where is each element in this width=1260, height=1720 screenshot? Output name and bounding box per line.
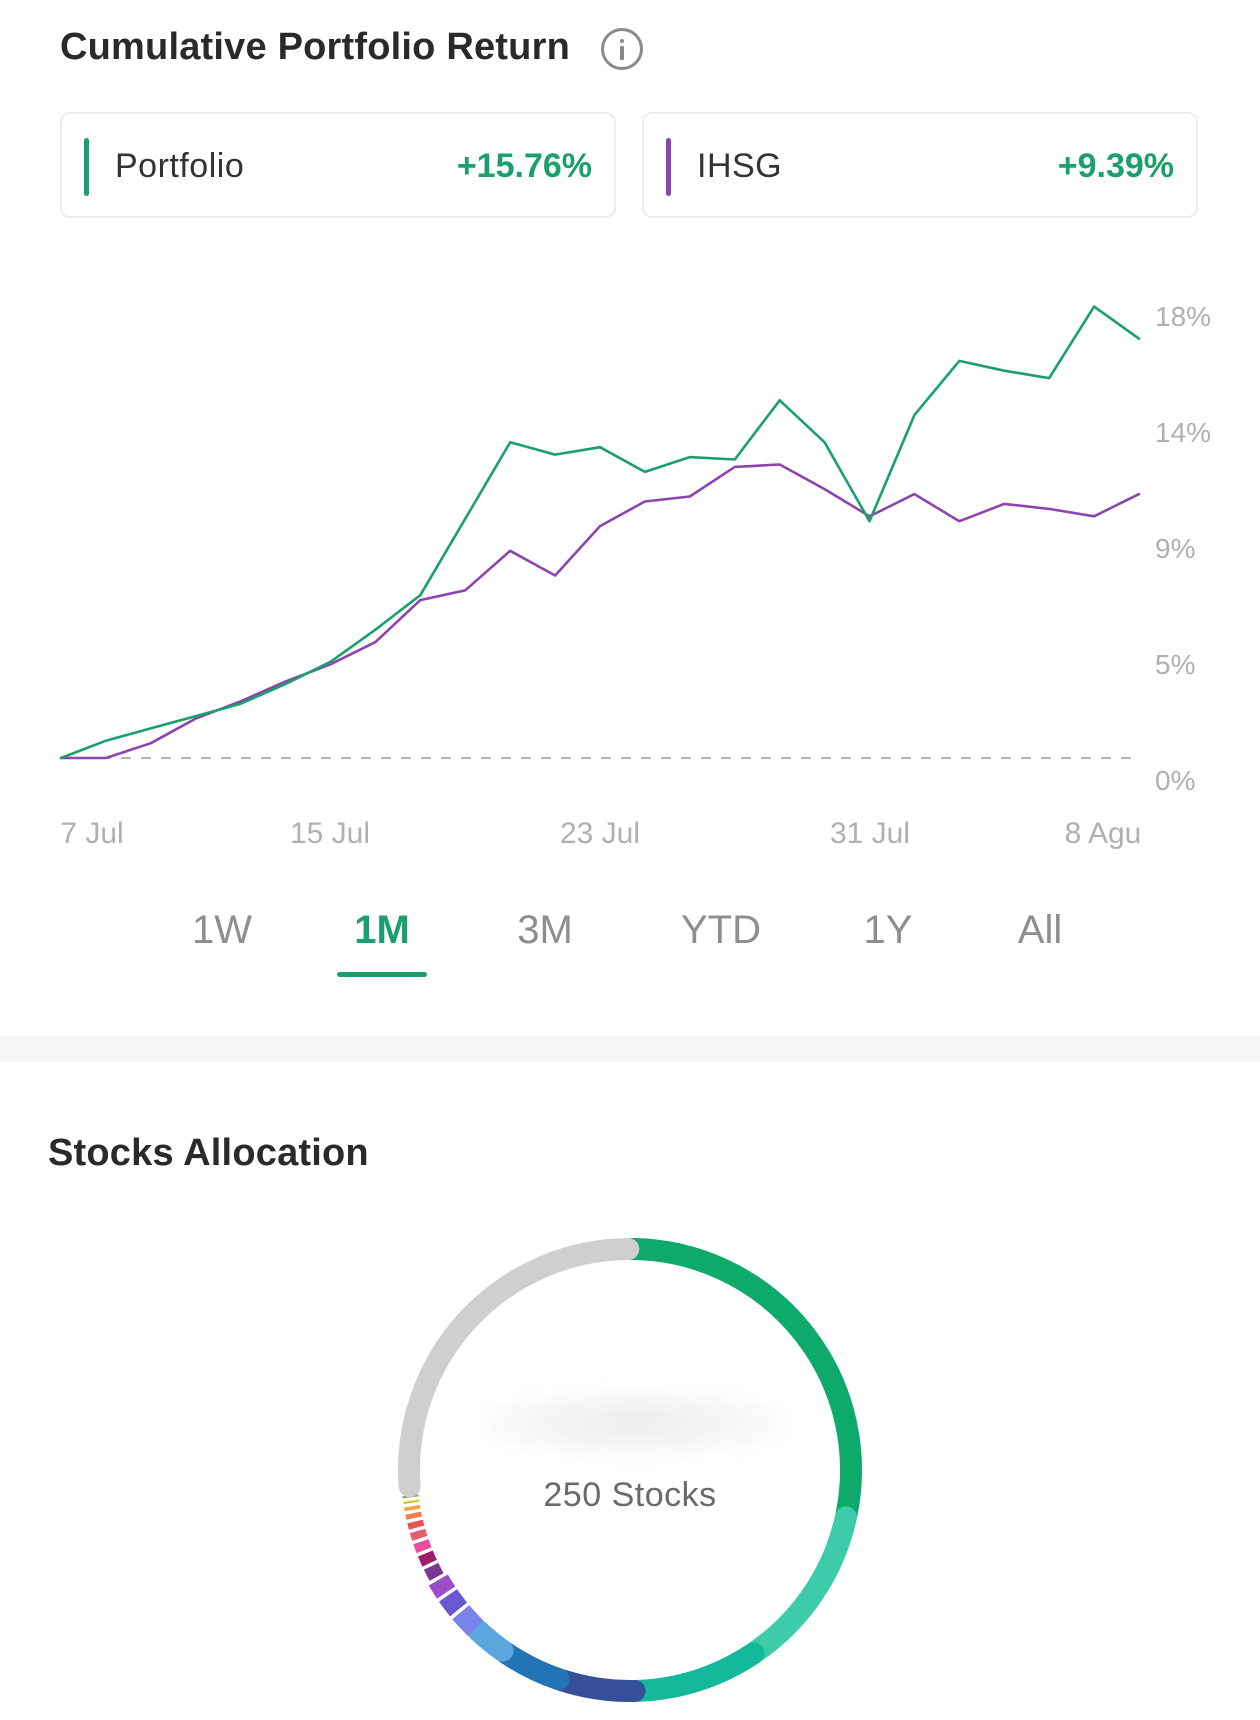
- x-tick-label: 23 Jul: [560, 817, 640, 850]
- donut-segment[interactable]: [627, 1642, 765, 1702]
- page-title: Cumulative Portfolio Return: [60, 26, 570, 68]
- y-tick-label: 18%: [1155, 301, 1211, 332]
- donut-segment[interactable]: [452, 1604, 484, 1637]
- ihsg-summary-card[interactable]: IHSG +9.39%: [642, 112, 1198, 218]
- tab-1y[interactable]: 1Y: [863, 908, 913, 952]
- donut-segment[interactable]: [423, 1562, 444, 1581]
- allocation-title: Stocks Allocation: [48, 1132, 369, 1174]
- donut-segment[interactable]: [398, 1238, 640, 1498]
- donut-segment[interactable]: [417, 1550, 437, 1567]
- tab-3m[interactable]: 3M: [517, 908, 573, 952]
- active-tab-indicator: [337, 972, 427, 977]
- y-tick-label: 14%: [1155, 417, 1211, 448]
- stocks-count-label: 250 Stocks: [543, 1476, 717, 1514]
- series-line-ihsg: [59, 463, 1141, 760]
- range-tabs: 1W 1M 3M YTD 1Y All: [0, 900, 1260, 980]
- tab-ytd[interactable]: YTD: [681, 908, 761, 952]
- portfolio-summary-card[interactable]: Portfolio +15.76%: [60, 112, 616, 218]
- donut-segment[interactable]: [620, 1238, 862, 1525]
- portfolio-label: Portfolio: [115, 147, 245, 185]
- donut-segment[interactable]: [407, 1519, 425, 1530]
- x-tick-label: 7 Jul: [60, 817, 123, 850]
- x-tick-label: 31 Jul: [830, 817, 910, 850]
- donut-segment[interactable]: [428, 1574, 456, 1599]
- return-line-chart[interactable]: 18% 14% 9% 5% 0% 7 Jul 15 Jul 23 Jul 31 Jul 8 Agu: [0, 270, 1260, 870]
- y-tick-label: 0%: [1155, 765, 1195, 796]
- donut-segment[interactable]: [494, 1641, 570, 1691]
- y-tick-label: 9%: [1155, 533, 1195, 564]
- donut-segment[interactable]: [438, 1589, 468, 1617]
- tab-all[interactable]: All: [1017, 908, 1063, 952]
- donut-segment[interactable]: [550, 1669, 646, 1702]
- ihsg-return-value: +9.39%: [1057, 147, 1174, 185]
- tab-1m[interactable]: 1M: [354, 908, 410, 952]
- donut-segment[interactable]: [413, 1539, 432, 1554]
- series-line-portfolio: [59, 305, 1141, 760]
- donut-segment[interactable]: [409, 1528, 428, 1541]
- donut-segment[interactable]: [745, 1506, 857, 1663]
- x-tick-label: 15 Jul: [290, 817, 370, 850]
- donut-segment[interactable]: [405, 1511, 423, 1520]
- portfolio-color-bar: [84, 138, 89, 196]
- section-divider: [0, 1036, 1260, 1062]
- y-tick-label: 5%: [1155, 649, 1195, 680]
- info-circle-icon[interactable]: [601, 28, 643, 70]
- ihsg-color-bar: [666, 138, 671, 196]
- x-tick-label: 8 Agu: [1065, 817, 1142, 850]
- donut-segment[interactable]: [467, 1619, 514, 1662]
- tab-1w[interactable]: 1W: [192, 908, 252, 952]
- ihsg-label: IHSG: [697, 147, 783, 185]
- portfolio-return-value: +15.76%: [456, 147, 592, 185]
- allocation-donut-chart[interactable]: [380, 1220, 880, 1720]
- redacted-value: [478, 1388, 790, 1458]
- donut-segment[interactable]: [404, 1504, 421, 1512]
